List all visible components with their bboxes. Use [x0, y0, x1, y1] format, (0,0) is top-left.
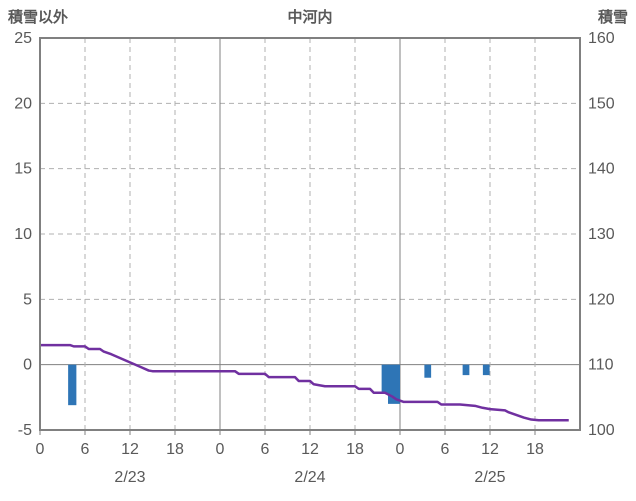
y-right-tick-label: 150: [588, 95, 615, 112]
x-tick-label: 6: [261, 441, 270, 458]
x-tick-label: 0: [216, 441, 225, 458]
y-left-tick-label: 10: [14, 226, 32, 243]
precip-bar: [388, 364, 400, 404]
x-tick-label: 18: [346, 441, 364, 458]
y-left-tick-label: 25: [14, 30, 32, 47]
y-left-tick-label: 20: [14, 95, 32, 112]
y-right-tick-label: 160: [588, 30, 615, 47]
precip-bar: [482, 364, 490, 376]
x-tick-label: 12: [121, 441, 139, 458]
x-tick-label: 18: [526, 441, 544, 458]
x-tick-label: 12: [481, 441, 499, 458]
left-axis-title: 積雪以外: [8, 9, 69, 26]
chart-title: 中河内: [287, 9, 333, 26]
y-right-tick-label: 110: [588, 357, 614, 374]
x-tick-label: 0: [396, 441, 405, 458]
date-label: 2/24: [294, 469, 325, 486]
y-right-tick-label: 130: [588, 226, 615, 243]
y-right-tick-label: 120: [588, 291, 615, 308]
y-left-tick-label: -5: [18, 422, 32, 439]
precip-bar: [68, 364, 77, 406]
right-axis-title: 積雪: [597, 9, 628, 26]
y-left-tick-label: 5: [23, 291, 32, 308]
x-tick-label: 0: [36, 441, 45, 458]
y-right-tick-label: 140: [588, 161, 615, 178]
y-left-tick-label: 15: [14, 161, 32, 178]
date-label: 2/23: [114, 469, 145, 486]
precip-bar: [462, 364, 470, 376]
y-left-tick-label: 0: [23, 357, 32, 374]
x-tick-label: 12: [301, 441, 319, 458]
x-tick-label: 18: [166, 441, 184, 458]
precip-bar: [424, 364, 432, 378]
x-tick-label: 6: [441, 441, 450, 458]
y-right-tick-label: 100: [588, 422, 615, 439]
date-label: 2/25: [474, 469, 505, 486]
snow-depth-line: [40, 343, 569, 422]
precip-bar: [381, 364, 389, 394]
x-tick-label: 6: [81, 441, 90, 458]
